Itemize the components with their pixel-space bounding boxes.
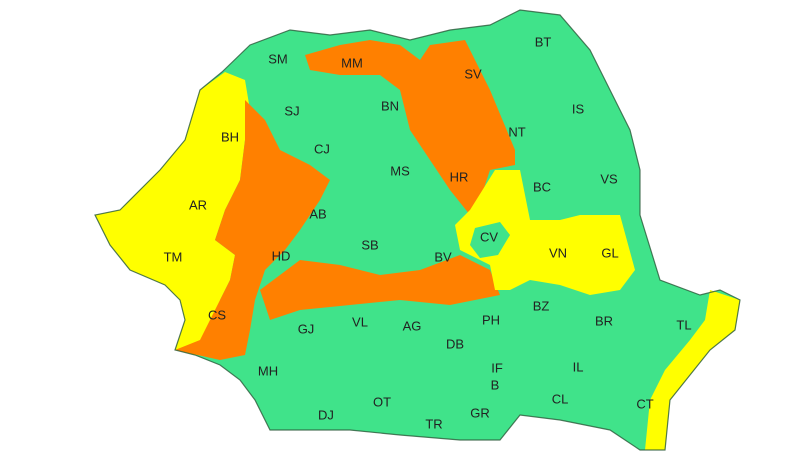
county-label-il: IL — [573, 359, 584, 374]
county-label-bc: BC — [533, 179, 551, 194]
county-label-is: IS — [572, 101, 585, 116]
orange-zone-carpathians — [260, 255, 500, 320]
county-label-gl: GL — [601, 245, 618, 260]
orange-zone-north — [305, 40, 515, 215]
green-zone-cv — [470, 222, 510, 258]
county-label-gr: GR — [470, 405, 490, 420]
yellow-zone-center-east — [455, 170, 635, 295]
county-label-cs: CS — [208, 307, 226, 322]
county-label-db: DB — [446, 336, 464, 351]
county-label-vs: VS — [600, 171, 618, 186]
county-label-bh: BH — [221, 129, 239, 144]
county-label-mm: MM — [341, 55, 363, 70]
county-label-hd: HD — [272, 248, 291, 263]
county-label-ph: PH — [482, 312, 500, 327]
county-label-ct: CT — [636, 396, 653, 411]
county-label-cv: CV — [480, 229, 498, 244]
county-label-vl: VL — [352, 314, 368, 329]
county-label-bv: BV — [434, 249, 452, 264]
county-label-sb: SB — [361, 237, 378, 252]
county-label-ag: AG — [403, 318, 422, 333]
county-label-ab: AB — [309, 206, 326, 221]
county-label-br: BR — [595, 313, 613, 328]
county-label-ms: MS — [390, 163, 410, 178]
county-label-bz: BZ — [533, 298, 550, 313]
county-label-cl: CL — [552, 391, 569, 406]
county-label-sm: SM — [268, 51, 288, 66]
county-label-tm: TM — [164, 249, 183, 264]
county-label-sv: SV — [464, 66, 482, 81]
county-label-mh: MH — [258, 363, 278, 378]
county-label-tr: TR — [425, 416, 442, 431]
county-label-nt: NT — [508, 124, 525, 139]
county-label-bn: BN — [381, 98, 399, 113]
county-label-cj: CJ — [314, 141, 330, 156]
county-label-tl: TL — [676, 317, 691, 332]
county-label-dj: DJ — [318, 407, 334, 422]
county-label-sj: SJ — [284, 103, 299, 118]
county-label-ot: OT — [373, 394, 391, 409]
country-border — [94, 9, 741, 451]
county-label-vn: VN — [549, 245, 567, 260]
orange-zone-west — [175, 100, 330, 360]
county-label-bt: BT — [535, 34, 552, 49]
county-label-gj: GJ — [298, 321, 315, 336]
county-label-b: B — [491, 377, 500, 392]
county-label-hr: HR — [450, 169, 469, 184]
yellow-zone-west — [95, 72, 250, 355]
county-label-ar: AR — [189, 197, 207, 212]
county-labels: SM MM BT SV SJ BN IS BH CJ NT MS HR BC VS AR AB SB CV TM HD… — [164, 34, 692, 431]
county-label-if: IF — [491, 360, 503, 375]
